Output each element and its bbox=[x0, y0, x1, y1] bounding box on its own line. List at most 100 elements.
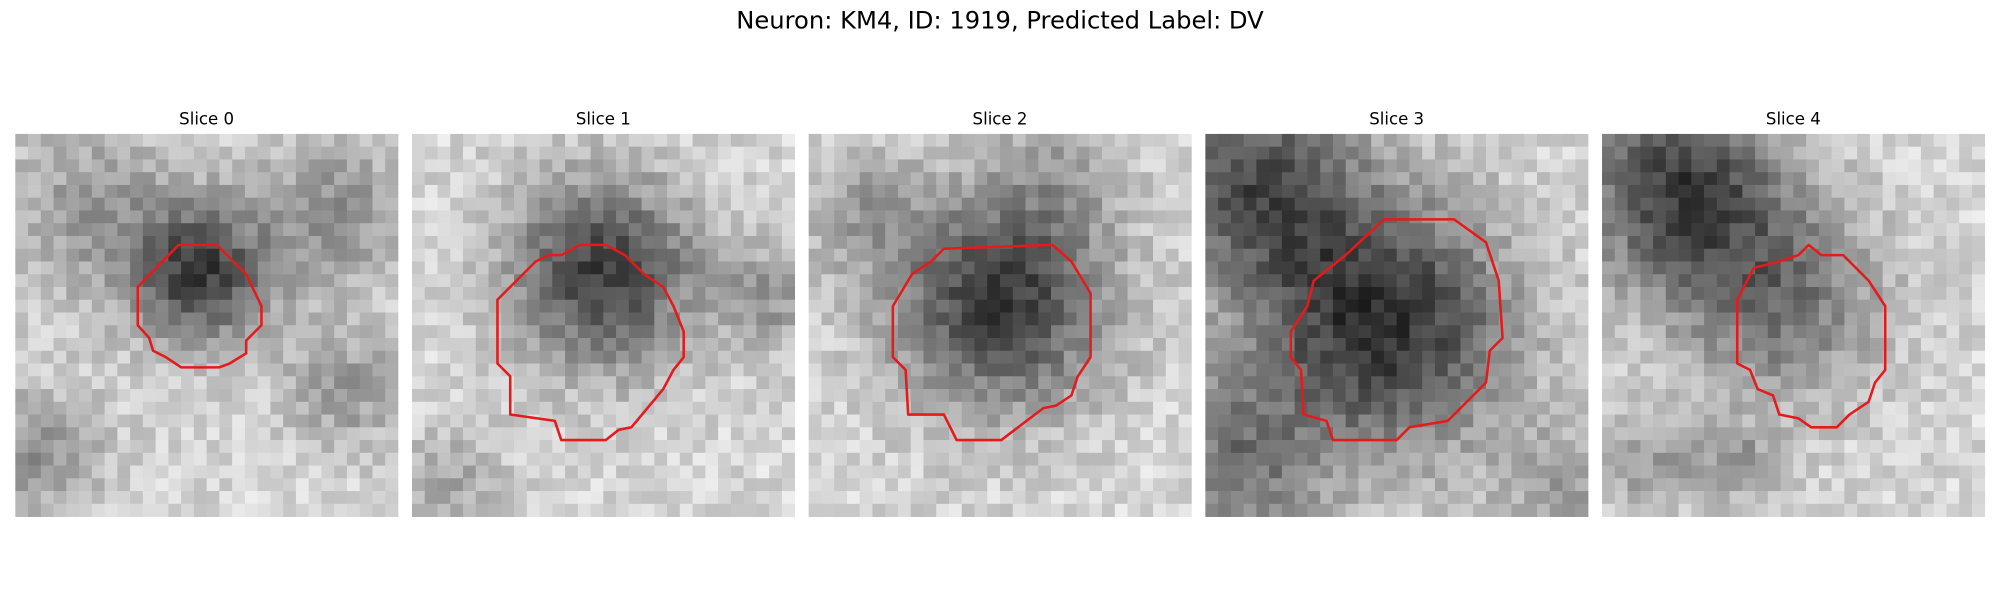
pixel bbox=[463, 452, 477, 466]
pixel bbox=[321, 465, 335, 479]
pixel bbox=[1536, 274, 1551, 288]
pixel bbox=[1844, 159, 1858, 173]
pixel bbox=[808, 133, 822, 148]
pixel bbox=[1243, 491, 1257, 505]
pixel bbox=[1114, 414, 1128, 428]
pixel bbox=[1793, 440, 1807, 454]
pixel bbox=[53, 363, 67, 377]
pixel bbox=[859, 440, 873, 454]
pixel bbox=[1920, 376, 1935, 390]
pixel bbox=[1971, 184, 1986, 199]
pixel bbox=[283, 248, 297, 262]
pixel bbox=[346, 172, 361, 186]
pixel bbox=[1063, 312, 1077, 326]
pixel bbox=[1653, 248, 1667, 262]
pixel bbox=[437, 159, 451, 173]
pixel bbox=[1358, 184, 1372, 199]
pixel bbox=[936, 363, 950, 377]
pixel bbox=[1755, 274, 1769, 288]
pixel bbox=[1971, 286, 1986, 301]
pixel bbox=[463, 274, 477, 288]
pixel bbox=[1602, 133, 1616, 148]
pixel bbox=[1818, 146, 1833, 160]
pixel bbox=[463, 325, 477, 339]
pixel bbox=[769, 491, 783, 505]
pixel bbox=[117, 389, 131, 403]
pixel bbox=[1755, 350, 1769, 364]
pixel bbox=[872, 299, 886, 313]
pixel bbox=[1716, 478, 1730, 492]
pixel bbox=[577, 350, 591, 364]
pixel bbox=[1063, 325, 1077, 339]
pixel bbox=[1473, 299, 1487, 313]
pixel bbox=[1716, 248, 1730, 262]
pixel bbox=[488, 478, 502, 492]
pixel bbox=[872, 184, 886, 199]
pixel bbox=[79, 274, 93, 288]
pixel bbox=[1269, 133, 1283, 148]
pixel bbox=[641, 223, 655, 237]
pixel bbox=[1665, 261, 1679, 275]
pixel bbox=[270, 491, 284, 505]
pixel bbox=[475, 312, 489, 326]
pixel bbox=[1102, 325, 1116, 339]
pixel bbox=[1691, 223, 1705, 237]
pixel bbox=[577, 338, 591, 352]
pixel bbox=[1627, 465, 1641, 479]
pixel bbox=[1165, 478, 1179, 492]
pixel bbox=[424, 159, 438, 173]
pixel bbox=[1165, 427, 1179, 441]
pixel bbox=[1140, 440, 1154, 454]
pixel bbox=[40, 491, 54, 505]
pixel bbox=[308, 325, 322, 339]
pixel bbox=[15, 274, 29, 288]
pixel bbox=[501, 465, 515, 479]
pixel bbox=[1051, 133, 1065, 148]
pixel bbox=[346, 261, 361, 275]
pixel bbox=[1460, 440, 1474, 454]
pixel bbox=[834, 248, 848, 262]
pixel bbox=[1831, 274, 1845, 288]
pixel bbox=[1678, 427, 1692, 441]
pixel bbox=[334, 223, 348, 237]
pixel bbox=[872, 312, 886, 326]
pixel bbox=[1908, 401, 1922, 415]
pixel bbox=[590, 325, 604, 339]
pixel bbox=[488, 503, 502, 517]
pixel bbox=[1908, 376, 1922, 390]
pixel bbox=[885, 184, 899, 199]
pixel bbox=[1920, 235, 1935, 250]
pixel bbox=[1025, 223, 1039, 237]
pixel bbox=[1704, 286, 1718, 301]
pixel bbox=[232, 274, 246, 288]
pixel bbox=[936, 133, 950, 148]
pixel bbox=[1653, 350, 1667, 364]
pixel bbox=[1396, 389, 1410, 403]
pixel bbox=[859, 312, 873, 326]
pixel bbox=[577, 210, 591, 224]
pixel bbox=[1971, 338, 1986, 352]
pixel bbox=[1844, 210, 1858, 224]
pixel bbox=[28, 338, 42, 352]
pixel bbox=[283, 210, 297, 224]
pixel bbox=[1640, 452, 1654, 466]
pixel bbox=[1063, 440, 1077, 454]
pixel bbox=[1205, 491, 1219, 505]
pixel bbox=[1831, 465, 1845, 479]
pixel bbox=[270, 133, 284, 148]
pixel bbox=[628, 363, 642, 377]
pixel bbox=[936, 299, 950, 313]
pixel bbox=[1511, 427, 1525, 441]
pixel bbox=[79, 350, 93, 364]
pixel bbox=[1818, 350, 1833, 364]
pixel bbox=[283, 235, 297, 250]
pixel bbox=[1281, 389, 1296, 403]
pixel bbox=[1933, 261, 1947, 275]
pixel bbox=[1498, 389, 1512, 403]
pixel bbox=[1933, 452, 1947, 466]
pixel bbox=[181, 133, 195, 148]
pixel bbox=[1383, 197, 1398, 211]
pixel bbox=[846, 376, 861, 390]
pixel bbox=[1000, 197, 1014, 211]
pixel bbox=[1396, 299, 1410, 313]
